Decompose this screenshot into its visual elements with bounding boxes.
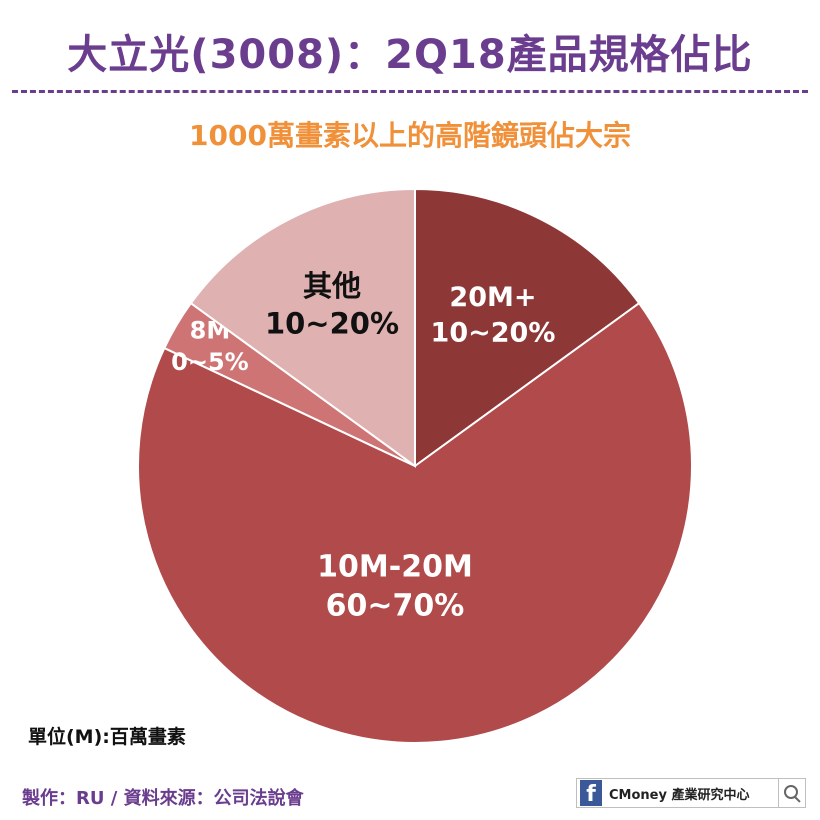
brand-badge[interactable]: f CMoney 產業研究中心: [576, 778, 806, 808]
slice-range-1: 60~70%: [326, 589, 465, 624]
chart-subtitle: 1000萬畫素以上的高階鏡頭佔大宗: [189, 119, 631, 152]
unit-note: 單位(M):百萬畫素: [28, 726, 186, 748]
slice-label-1: 10M-20M: [317, 550, 473, 585]
slice-range-3: 10~20%: [265, 307, 399, 341]
pie-slice-1: [137, 301, 693, 744]
slice-label-3: 其他: [303, 269, 361, 303]
brand-text: CMoney 產業研究中心: [609, 787, 750, 803]
search-icon[interactable]: [778, 779, 805, 807]
facebook-icon: f: [580, 780, 602, 806]
slice-label-0: 20M+: [449, 282, 536, 313]
title-divider: [12, 90, 808, 93]
source-note: 製作：RU / 資料來源：公司法說會: [22, 788, 304, 809]
chart-title: 大立光(3008)：2Q18產品規格佔比: [67, 32, 753, 78]
slice-range-0: 10~20%: [431, 317, 556, 348]
slice-range-2: 0~5%: [171, 348, 249, 376]
pie-slice-3: [189, 187, 416, 468]
pie-slice-0: [414, 187, 641, 468]
